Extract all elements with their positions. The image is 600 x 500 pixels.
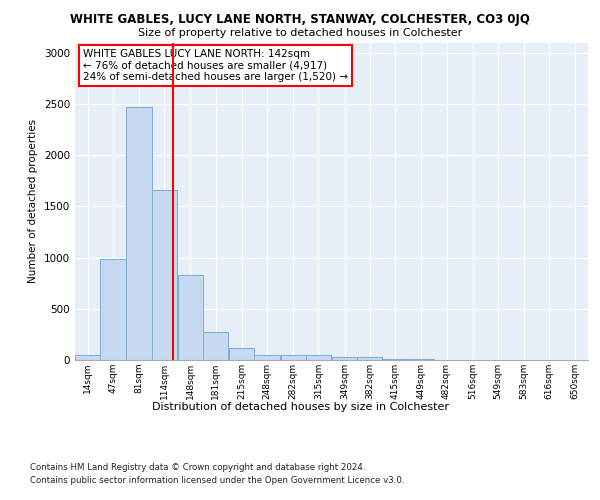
Bar xyxy=(281,355,306,360)
Y-axis label: Number of detached properties: Number of detached properties xyxy=(28,119,38,284)
Bar xyxy=(203,332,229,360)
Text: WHITE GABLES LUCY LANE NORTH: 142sqm
← 76% of detached houses are smaller (4,917: WHITE GABLES LUCY LANE NORTH: 142sqm ← 7… xyxy=(83,49,347,82)
Bar xyxy=(229,348,254,360)
Bar xyxy=(254,355,280,360)
Bar xyxy=(357,357,382,360)
Text: Contains HM Land Registry data © Crown copyright and database right 2024.: Contains HM Land Registry data © Crown c… xyxy=(30,462,365,471)
Text: WHITE GABLES, LUCY LANE NORTH, STANWAY, COLCHESTER, CO3 0JQ: WHITE GABLES, LUCY LANE NORTH, STANWAY, … xyxy=(70,12,530,26)
Bar xyxy=(127,107,152,360)
Bar xyxy=(75,355,100,360)
Bar xyxy=(306,356,331,360)
Text: Size of property relative to detached houses in Colchester: Size of property relative to detached ho… xyxy=(138,28,462,38)
Bar xyxy=(100,260,125,360)
Bar xyxy=(178,275,203,360)
Bar xyxy=(152,190,177,360)
Bar xyxy=(332,357,357,360)
Text: Distribution of detached houses by size in Colchester: Distribution of detached houses by size … xyxy=(151,402,449,412)
Text: Contains public sector information licensed under the Open Government Licence v3: Contains public sector information licen… xyxy=(30,476,404,485)
